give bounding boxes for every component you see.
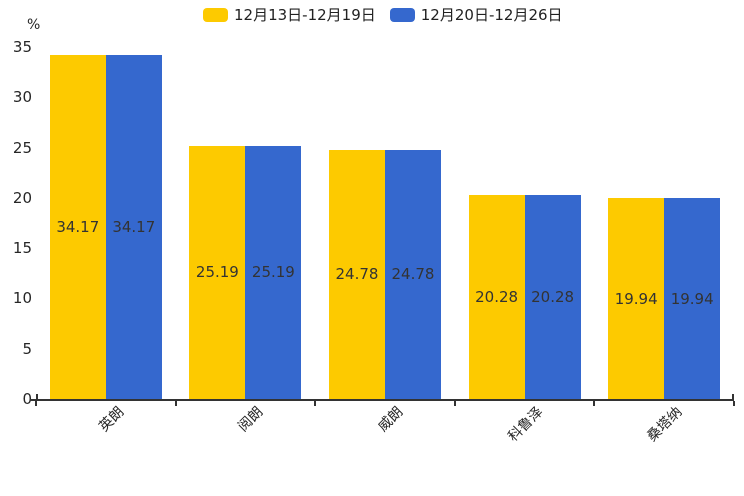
x-axis-tick [733,401,735,406]
bar-week1 [468,195,525,399]
bar-week1 [329,149,385,399]
bar-value-label: 25.19 [251,263,295,282]
y-tick-label: 20 [12,188,32,207]
legend-item-week2: 12月20日-12月26日 [389,5,563,25]
y-tick-label: 35 [12,38,32,56]
y-tick-label: 5 [22,339,32,358]
bar-value-label: 19.94 [670,289,714,308]
x-category-label: 桑塔纳 [644,404,686,446]
bar-week2 [105,55,162,399]
x-axis-tick [174,401,177,406]
legend-swatch-week1 [203,8,228,22]
legend-label-week1: 12月13日-12月19日 [234,6,376,24]
bar-value-label: 34.17 [56,218,100,237]
y-tick-label: 30 [12,88,32,107]
x-category-label: 科鲁泽 [504,404,546,446]
x-axis-tick [593,401,596,406]
bar-week1 [608,198,665,399]
y-tick-label: 15 [12,239,32,258]
bar-week2 [664,198,721,399]
y-tick-label: 10 [12,289,32,308]
legend-swatch-week2 [389,8,415,22]
axis-end-cap [36,394,38,399]
x-category-label: 阅朗 [235,404,267,436]
x-axis-tick [314,401,317,406]
bar-value-label: 20.28 [475,288,519,307]
y-tick-label: 0 [22,390,32,408]
y-axis-unit-label: % [27,17,41,33]
x-axis-line [30,399,734,401]
bar-value-label: 24.78 [335,265,379,284]
x-category-label: 威朗 [375,404,407,436]
bar-week2 [245,145,302,399]
bar-value-label: 34.17 [112,218,156,237]
bar-week2 [385,149,441,399]
bar-value-label: 24.78 [391,265,435,284]
bar-week2 [524,195,581,399]
bar-week1 [189,145,246,399]
bar-value-label: 20.28 [531,288,575,307]
bar-value-label: 19.94 [614,289,658,308]
bar-week1 [49,55,106,399]
x-category-label: 英朗 [96,404,128,436]
axis-end-cap [732,394,734,399]
y-tick-label: 25 [12,138,32,157]
legend-item-week1: 12月13日-12月19日 [203,5,376,25]
legend-label-week2: 12月20日-12月26日 [420,6,563,24]
bar-value-label: 25.19 [195,263,239,282]
legend: 12月13日-12月19日 12月20日-12月26日 [203,5,563,25]
x-axis-tick [35,401,37,406]
x-axis-tick [453,401,456,406]
